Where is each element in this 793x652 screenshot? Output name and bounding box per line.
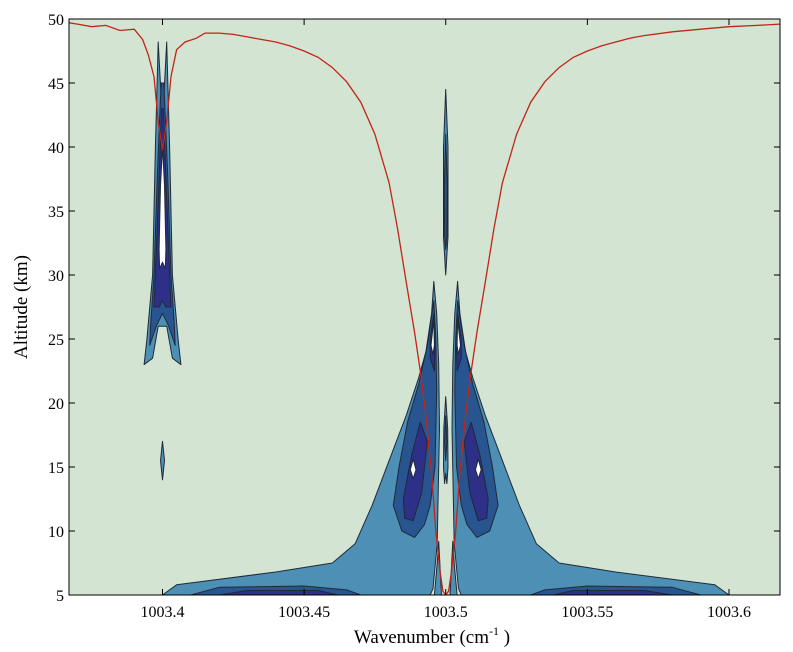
x-axis-label: Wavenumber (cm-1 ) [354, 624, 510, 648]
x-tick-label: 1003.4 [140, 604, 184, 621]
contour-region-level4 [158, 146, 167, 270]
contour-layer [143, 41, 730, 595]
contour-region-level4 [475, 458, 482, 479]
x-tick-label: 1003.6 [707, 604, 751, 621]
contour-region-level3 [552, 590, 673, 595]
plot-frame [68, 18, 781, 596]
x-axis-label-suffix: ) [499, 627, 510, 648]
y-tick-label: 40 [48, 140, 64, 157]
y-tick-label: 35 [48, 204, 64, 221]
x-tick-label: 1003.55 [561, 604, 613, 621]
contour-region-level2 [454, 300, 499, 538]
y-tick-label: 25 [48, 332, 64, 349]
contour-region-level4 [456, 319, 461, 355]
y-tick-label: 15 [48, 460, 64, 477]
y-tick-label: 20 [48, 396, 64, 413]
contour-region-level4 [430, 319, 435, 355]
red-line-layer [69, 22, 780, 595]
y-axis-ticks: 5 10 15 20 25 30 35 40 45 50 [48, 12, 780, 605]
contour-region-level2 [392, 300, 438, 538]
x-axis-ticks: 1003.4 1003.45 1003.5 1003.55 1003.6 [140, 19, 751, 621]
red-line [69, 22, 780, 595]
y-tick-label: 50 [48, 12, 64, 29]
x-tick-label: 1003.5 [424, 604, 468, 621]
x-tick-label: 1003.45 [278, 604, 330, 621]
contour-region-level3 [218, 590, 339, 595]
contour-region-level1 [160, 440, 165, 481]
contour-region-level1 [162, 280, 440, 595]
contour-region-level2 [443, 133, 448, 250]
x-axis-label-superscript: -1 [489, 624, 499, 638]
x-axis-label-main: Wavenumber (cm [354, 627, 489, 648]
contour-region-level1 [451, 280, 730, 595]
y-axis-label: Altitude (km) [11, 255, 32, 359]
contour-region-level2 [444, 415, 448, 462]
y-tick-label: 5 [56, 588, 64, 605]
y-tick-label: 10 [48, 524, 64, 541]
y-tick-label: 30 [48, 268, 64, 285]
y-tick-label: 45 [48, 76, 64, 93]
contour-region-level4 [409, 458, 417, 479]
